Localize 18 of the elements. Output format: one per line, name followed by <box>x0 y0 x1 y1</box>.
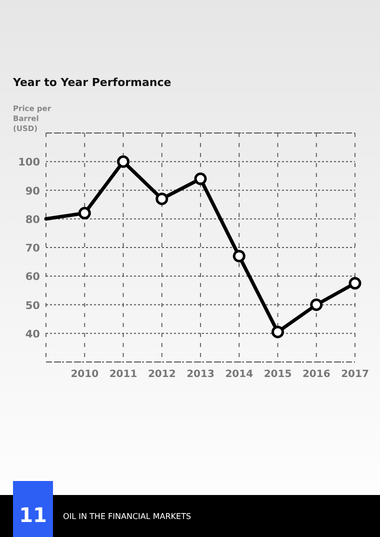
x-tick-label: 2012 <box>148 369 176 380</box>
text: 11 <box>19 503 47 527</box>
y-tick-label: 60 <box>25 271 40 284</box>
x-tick-label: 2013 <box>186 369 214 380</box>
x-tick-label: 2017 <box>341 369 369 380</box>
chart-title: Year to Year Performance <box>12 76 172 89</box>
x-tick-label: 2016 <box>302 369 330 380</box>
y-tick-label: 50 <box>25 300 40 312</box>
x-tick-label: 2011 <box>109 369 138 380</box>
y-tick-label: 80 <box>25 214 40 226</box>
y-tick-label: 90 <box>25 185 40 198</box>
x-tick-label: 2015 <box>264 369 292 380</box>
y-tick-label: 100 <box>18 156 40 169</box>
y-tick-label: 70 <box>25 242 40 254</box>
x-tick-label: 2010 <box>70 369 99 380</box>
y-tick-label: 40 <box>25 328 40 340</box>
x-tick-label: 2014 <box>225 369 254 380</box>
text: OIL IN THE FINANCIAL MARKETS <box>63 512 192 521</box>
